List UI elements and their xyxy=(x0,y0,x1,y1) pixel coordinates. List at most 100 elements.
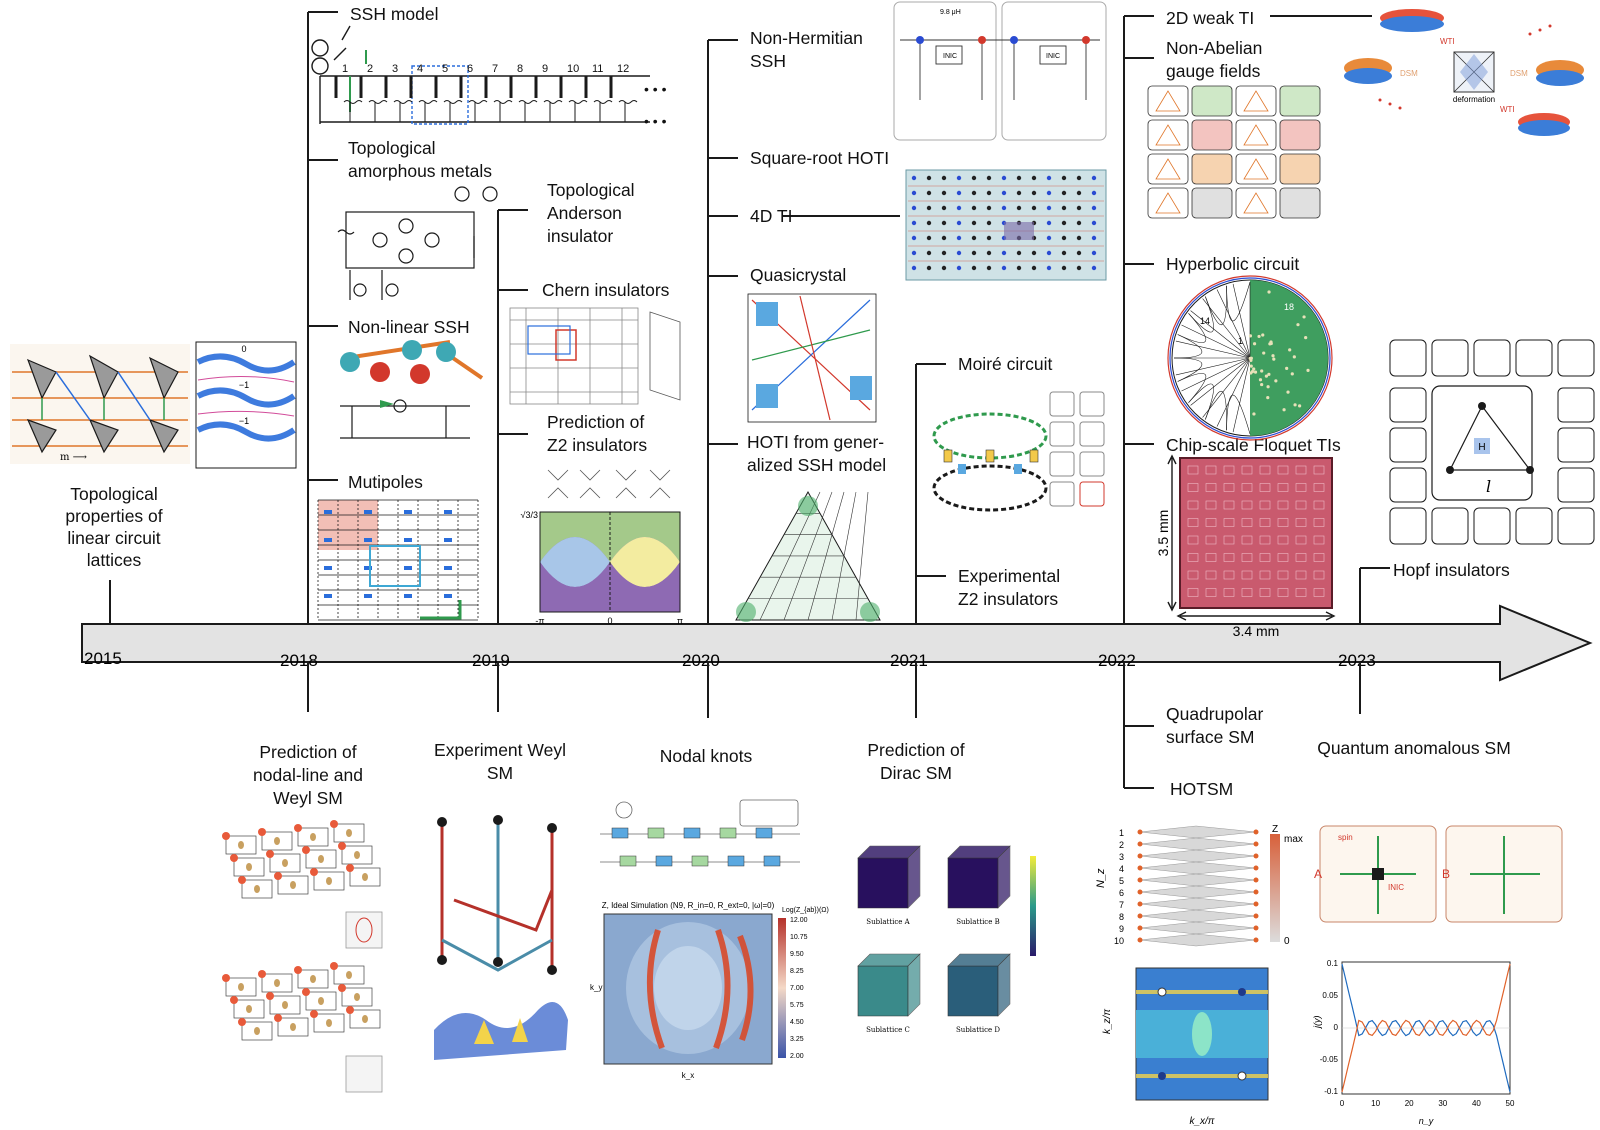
board-component xyxy=(1291,372,1294,375)
multipole-capacitor xyxy=(444,510,452,514)
label-z2pred-2: Z2 insulators xyxy=(547,435,647,455)
board-node xyxy=(1047,176,1051,180)
board-node xyxy=(957,251,961,255)
board-node xyxy=(1077,266,1081,270)
lattice-site xyxy=(230,996,238,1004)
svg-text:• • •: • • • xyxy=(644,81,667,97)
svg-text:N_z: N_z xyxy=(1095,868,1107,888)
hotsm-layer xyxy=(1140,862,1256,874)
svg-text:k_x/π: k_x/π xyxy=(1189,1116,1214,1127)
board-node xyxy=(972,191,976,195)
hotsm-corner xyxy=(1138,890,1143,895)
nonabelian-figure xyxy=(1148,86,1320,218)
board-node xyxy=(1032,251,1036,255)
label-hoti-ssh-2: alized SSH model xyxy=(747,455,886,475)
hotsm-corner xyxy=(1138,854,1143,859)
board-node xyxy=(1092,251,1096,255)
svg-text:spin: spin xyxy=(1338,833,1353,842)
hotsm-layer xyxy=(1140,838,1256,850)
hotsm-layer-index: 3 xyxy=(1119,852,1124,862)
label-weak-ti: 2D weak TI xyxy=(1166,8,1254,28)
label-hoti-ssh-1: HOTI from gener- xyxy=(747,432,884,452)
jy-xtick: 30 xyxy=(1438,1099,1447,1108)
svg-text:max: max xyxy=(1284,834,1303,845)
board-node xyxy=(972,266,976,270)
board-node xyxy=(1062,206,1066,210)
hopf-mass-box xyxy=(1516,340,1552,376)
multipole-capacitor xyxy=(324,510,332,514)
hopf-mass-box xyxy=(1516,508,1552,544)
board-node xyxy=(927,236,931,240)
hopf-figure: H l xyxy=(1390,340,1594,544)
lattice-node xyxy=(254,885,260,893)
board-node xyxy=(957,176,961,180)
hopf-mass-box xyxy=(1390,388,1426,422)
hotsm-layer xyxy=(1140,826,1256,838)
sublattice-label: Sublattice B xyxy=(956,918,1000,926)
board-component xyxy=(1304,336,1307,339)
board-node xyxy=(942,266,946,270)
multipole-capacitor xyxy=(404,510,412,514)
board-node xyxy=(987,191,991,195)
board-node xyxy=(1077,206,1081,210)
knot-component xyxy=(692,856,708,866)
svg-text:Log(Z_{ab})(Ω): Log(Z_{ab})(Ω) xyxy=(782,907,829,914)
svg-text:DSM: DSM xyxy=(1510,69,1528,78)
board-node xyxy=(1077,191,1081,195)
hotsm-layer-index: 2 xyxy=(1119,840,1124,850)
board-node xyxy=(987,221,991,225)
board-node xyxy=(1077,221,1081,225)
lattice-node xyxy=(326,1019,332,1027)
gauge-cell xyxy=(1280,188,1320,218)
ssh-site-number: 6 xyxy=(467,63,473,75)
hopf-mass-box xyxy=(1558,468,1594,502)
board-node xyxy=(927,251,931,255)
label-anderson-1: Topological xyxy=(547,180,635,200)
jy-ytick: 0.05 xyxy=(1322,991,1338,1000)
hotsm-figure: 12345678910 Z max 0 N_z xyxy=(1095,824,1303,947)
hotsm-corner xyxy=(1254,926,1259,931)
svg-text:deformation: deformation xyxy=(1453,95,1495,104)
label-nonlinear-ssh: Non-linear SSH xyxy=(348,317,470,337)
lattice-node xyxy=(326,877,332,885)
lattice-node xyxy=(290,1023,296,1031)
lattice-node xyxy=(282,859,288,867)
label-nodal-knots: Nodal knots xyxy=(660,746,753,766)
multipole-capacitor xyxy=(404,594,412,598)
svg-text:0: 0 xyxy=(607,616,612,626)
hotsm-corner xyxy=(1138,878,1143,883)
colorbar-tick: 3.25 xyxy=(790,1036,804,1043)
hopf-mass-box xyxy=(1432,340,1468,376)
hopf-mass-box xyxy=(1474,508,1510,544)
multipole-capacitor xyxy=(364,538,372,542)
board-node xyxy=(1002,206,1006,210)
ssh-inductor xyxy=(619,101,637,104)
label-nodal-weyl-1: Prediction of xyxy=(259,742,356,762)
board-node xyxy=(1017,206,1021,210)
board-node xyxy=(912,206,916,210)
colorbar-tick: 4.50 xyxy=(790,1019,804,1026)
lattice-site xyxy=(294,966,302,974)
ssh-unit-cells xyxy=(336,76,637,122)
year-2022: 2022 xyxy=(1098,651,1136,670)
jy-ytick: 0.1 xyxy=(1327,959,1339,968)
board-node xyxy=(912,191,916,195)
label-dirac-2: Dirac SM xyxy=(880,763,952,783)
svg-text:B: B xyxy=(1442,867,1450,881)
colorbar-tick: 8.25 xyxy=(790,968,804,975)
hotsm-corner xyxy=(1138,938,1143,943)
svg-text:DSM: DSM xyxy=(1400,69,1418,78)
board-node xyxy=(1002,191,1006,195)
board-node xyxy=(972,221,976,225)
ssh-inductor xyxy=(594,101,612,104)
hotsm-corner xyxy=(1254,842,1259,847)
dirac-cubes-figure: Sublattice A Sublattice B Sublattice C Subl… xyxy=(858,846,1036,1034)
svg-text:INIC: INIC xyxy=(1046,53,1060,60)
multipole-capacitor xyxy=(404,566,412,570)
hotsm-kz-map: k_z/π k_x/π xyxy=(1102,968,1268,1127)
knot-component xyxy=(720,828,736,838)
hotsm-corner xyxy=(1138,830,1143,835)
amorphous-circuit-figure xyxy=(338,187,497,300)
ssh-inductor xyxy=(519,101,537,104)
year-2021: 2021 xyxy=(890,651,928,670)
